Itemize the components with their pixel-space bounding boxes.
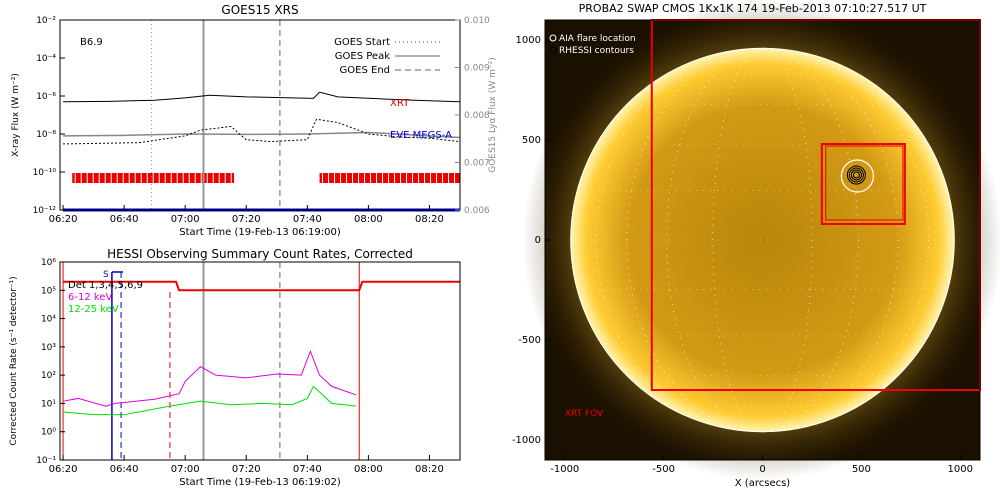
- goes-annotation-eve: EVE MEGS-A: [390, 130, 452, 141]
- hessi-legend-label: Det 1,3,4,5,6,9: [68, 280, 143, 291]
- swap-ytick-label: -1000: [512, 435, 541, 446]
- hessi-ytick-label: 10³: [41, 343, 56, 353]
- hessi-panel: HESSI Observing Summary Count Rates, Cor…: [9, 247, 461, 488]
- grid-longitude: [576, 47, 949, 433]
- hessi-xtick-label: 08:20: [415, 464, 444, 475]
- hessi-series-2: [63, 280, 460, 292]
- hessi-xtick-label: 08:00: [354, 464, 383, 475]
- goes-ylabel: X-ray Flux (W m⁻²): [11, 73, 21, 157]
- goes-legend-label: GOES End: [340, 65, 390, 76]
- hessi-ytick-label: 10⁻¹: [36, 456, 56, 466]
- goes-xtick-label: 07:20: [232, 214, 261, 225]
- flare-box-inner: [825, 145, 904, 221]
- goes-xlabel: Start Time (19-Feb-13 06:19:00): [179, 227, 341, 238]
- grid-longitude: [666, 47, 859, 433]
- hessi-legend-label: 12-25 keV: [68, 304, 119, 315]
- swap-xtick-label: -500: [652, 464, 675, 475]
- rhessi-contour: [846, 165, 866, 185]
- goes-series-2: [63, 118, 461, 145]
- goes-ytick-label: 10⁻¹²: [33, 206, 57, 216]
- swap-ytick-label: 1000: [516, 35, 541, 46]
- goes-legend-label: GOES Start: [334, 37, 390, 48]
- legend-aia-label: AIA flare location: [559, 34, 636, 44]
- goes-ytick-right-label: 0.008: [464, 111, 490, 121]
- goes-series-0: [63, 91, 461, 103]
- sun-disk: [570, 48, 955, 432]
- goes-xtick-label: 08:20: [415, 214, 444, 225]
- goes-series-1: [63, 131, 461, 139]
- goes-title: GOES15 XRS: [221, 3, 298, 17]
- legend-rhessi-label: RHESSI contours: [559, 46, 634, 56]
- goes-ytick-label: 10⁻⁶: [36, 92, 56, 102]
- swap-xtick-label: 0: [759, 464, 765, 475]
- goes-xtick-label: 08:00: [354, 214, 383, 225]
- goes-ytick-label: 10⁻⁸: [36, 130, 56, 140]
- hessi-xtick-label: 06:40: [110, 464, 139, 475]
- rhessi-contour: [848, 167, 864, 183]
- hessi-xtick-label: 07:20: [232, 464, 261, 475]
- hessi-series-0: [62, 349, 357, 407]
- hessi-title: HESSI Observing Summary Count Rates, Cor…: [107, 247, 413, 261]
- goes-legend-label: GOES Peak: [335, 51, 390, 62]
- rhessi-contour: [852, 171, 860, 179]
- swap-xtick-label: 500: [852, 464, 871, 475]
- hessi-xlabel: Start Time (19-Feb-13 06:19:02): [179, 477, 341, 488]
- goes-xtick-label: 06:40: [110, 214, 139, 225]
- hessi-series-1: [63, 385, 357, 416]
- goes-class-label: B6.9: [80, 37, 103, 48]
- goes-ytick-label: 10⁻²: [36, 16, 56, 26]
- goes-panel: GOES15 XRS 06:20 06:40 07:00 07:20 07:40 08:00…: [11, 3, 498, 238]
- goes-ytick-right-label: 0.010: [464, 16, 490, 26]
- swap-xtick-label: 1000: [948, 464, 973, 475]
- grid-longitude: [712, 47, 813, 433]
- hessi-flag-label: S: [103, 270, 109, 280]
- legend-rhessi-marker: [549, 46, 557, 54]
- rhessi-contour: [850, 169, 862, 181]
- hessi-ytick-label: 10²: [41, 371, 56, 381]
- goes-ytick-label: 10⁻⁴: [36, 54, 56, 64]
- hessi-frame: [59, 261, 461, 461]
- legend-aia-marker: [549, 34, 557, 42]
- goes-ytick-right-label: 0.006: [464, 206, 490, 216]
- hessi-ytick-label: 10¹: [41, 399, 56, 409]
- hessi-xtick-label: 06:20: [49, 464, 78, 475]
- hessi-ytick-label: 10⁵: [41, 286, 56, 296]
- swap-xlabel: X (arcsecs): [735, 478, 791, 489]
- grid-longitude: [626, 47, 899, 433]
- hessi-xtick-label: 07:40: [293, 464, 322, 475]
- goes-annotation-xrt: XRT: [390, 98, 410, 109]
- goes-xtick-label: 07:40: [293, 214, 322, 225]
- goes-ytick-right-label: 0.009: [464, 64, 490, 74]
- hessi-ytick-label: 10⁰: [41, 428, 56, 438]
- goes-ytick-right-label: 0.007: [464, 159, 490, 169]
- flare-box: [820, 143, 906, 225]
- hessi-xtick-label: 07:00: [171, 464, 200, 475]
- swap-panel: PROBA2 SWAP CMOS 1Kx1K 174 19-Feb-2013 0…: [512, 0, 1000, 489]
- swap-ytick-label: 500: [522, 135, 541, 146]
- hessi-ytick-label: 10⁴: [41, 315, 56, 325]
- aia-flare-location: [840, 159, 875, 193]
- goes-ytick-label: 10⁻¹⁰: [33, 168, 57, 178]
- goes-xtick-label: 06:20: [49, 214, 78, 225]
- goes-ylabel-right: GOES15 Lyα Flux (W m⁻²): [488, 57, 498, 173]
- goes-xtick-label: 07:00: [171, 214, 200, 225]
- hessi-legend-label: 6-12 keV: [68, 292, 112, 303]
- hessi-ylabel: Corrected Count Rate (s⁻¹ detector⁻¹): [9, 276, 19, 445]
- xrt-fov-label: XRT FOV: [565, 409, 604, 419]
- orbit-bar-1: [319, 173, 460, 183]
- swap-ytick-label: 0: [535, 235, 541, 246]
- hessi-ytick-label: 10⁶: [41, 258, 56, 268]
- swap-xtick-label: -1000: [550, 464, 579, 475]
- grid-longitude: [596, 47, 929, 433]
- swap-ytick-label: -500: [518, 335, 541, 346]
